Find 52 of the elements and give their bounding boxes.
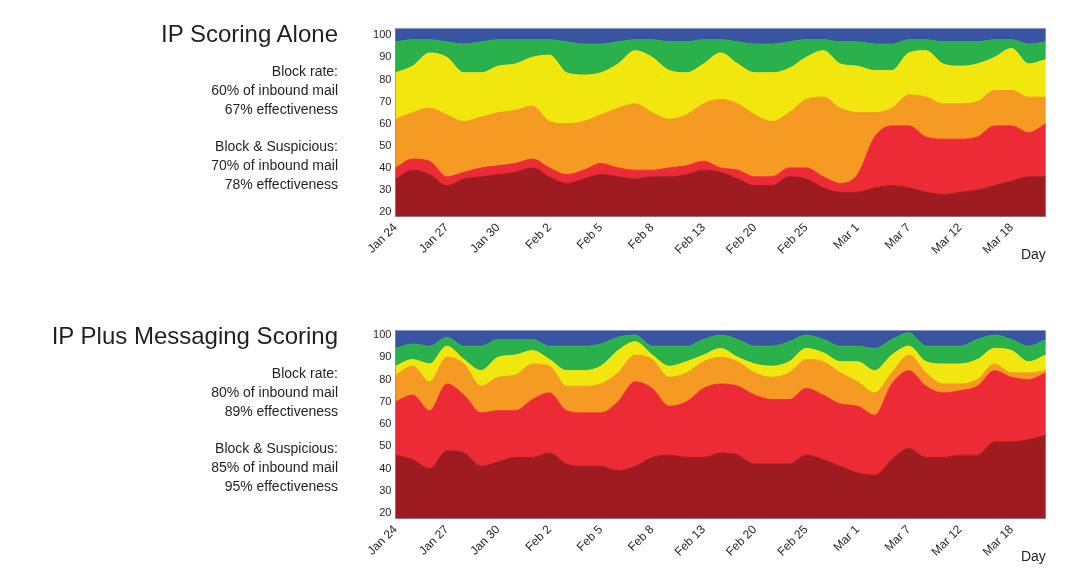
y-tick-label: 20: [379, 506, 392, 519]
text: Block & Suspicious: 85% of inbound mail 95% effectiveness: [210, 439, 338, 496]
chart-title: IP Scoring Alone: [160, 20, 338, 48]
x-tick-label: Mar 18: [979, 220, 1017, 257]
x-tick-label: Jan 24: [364, 522, 401, 558]
y-tick-label: 50: [379, 439, 392, 452]
y-tick-label: 40: [379, 160, 392, 173]
x-tick-label: Feb 13: [671, 522, 709, 559]
y-tick-label: 80: [379, 372, 392, 385]
y-tick-label: 90: [379, 350, 392, 363]
y-tick-label: 20: [379, 205, 392, 218]
text: IP Plus Messaging Scoring: [50, 322, 338, 350]
text: Block & Suspicious: 70% of inbound mail 78% effectiveness: [210, 137, 338, 194]
y-tick-label: 90: [379, 50, 392, 63]
x-tick-label: Mar 12: [928, 522, 965, 559]
x-tick-label: Feb 25: [774, 220, 811, 257]
x-tick-label: Mar 7: [881, 522, 914, 554]
x-tick-label: Feb 2: [522, 522, 555, 554]
x-axis-title: Day: [1020, 548, 1046, 565]
y-tick-label: 30: [379, 183, 392, 196]
x-tick-label: Feb 25: [774, 522, 811, 559]
y-tick-label: 50: [379, 138, 392, 151]
y-tick-label: 80: [379, 72, 392, 85]
y-tick-label: 100: [373, 28, 392, 41]
x-tick-label: Feb 20: [723, 522, 760, 559]
y-tick-label: 60: [379, 417, 392, 430]
x-tick-label: Mar 1: [830, 220, 863, 252]
x-tick-label: Mar 1: [830, 522, 863, 554]
x-tick-label: Mar 7: [881, 220, 914, 252]
x-tick-label: Jan 30: [467, 220, 503, 256]
x-tick-label: Feb 8: [625, 522, 657, 554]
x-tick-label: Feb 13: [671, 220, 709, 257]
y-tick-label: 40: [379, 461, 392, 474]
x-tick-label: Mar 12: [928, 220, 965, 257]
x-tick-label: Feb 5: [573, 522, 606, 554]
x-axis-title: Day: [1020, 246, 1046, 263]
y-tick-label: 30: [379, 483, 392, 496]
x-tick-label: Jan 24: [364, 220, 401, 256]
x-tick-label: Feb 8: [625, 220, 657, 252]
y-tick-label: 70: [379, 394, 392, 407]
text: Block rate: 60% of inbound mail 67% effectiveness: [210, 62, 338, 119]
y-tick-label: 60: [379, 116, 392, 129]
x-tick-label: Jan 27: [415, 220, 452, 256]
y-tick-label: 70: [379, 94, 392, 107]
x-tick-label: Jan 27: [415, 522, 452, 558]
x-tick-label: Jan 30: [467, 522, 503, 558]
x-tick-label: Feb 20: [723, 220, 760, 257]
x-tick-label: Feb 2: [522, 220, 555, 252]
text: Block rate: 80% of inbound mail 89% effectiveness: [210, 364, 338, 421]
y-tick-label: 100: [373, 328, 392, 341]
x-tick-label: Feb 5: [573, 220, 606, 252]
x-tick-label: Mar 18: [979, 522, 1017, 559]
